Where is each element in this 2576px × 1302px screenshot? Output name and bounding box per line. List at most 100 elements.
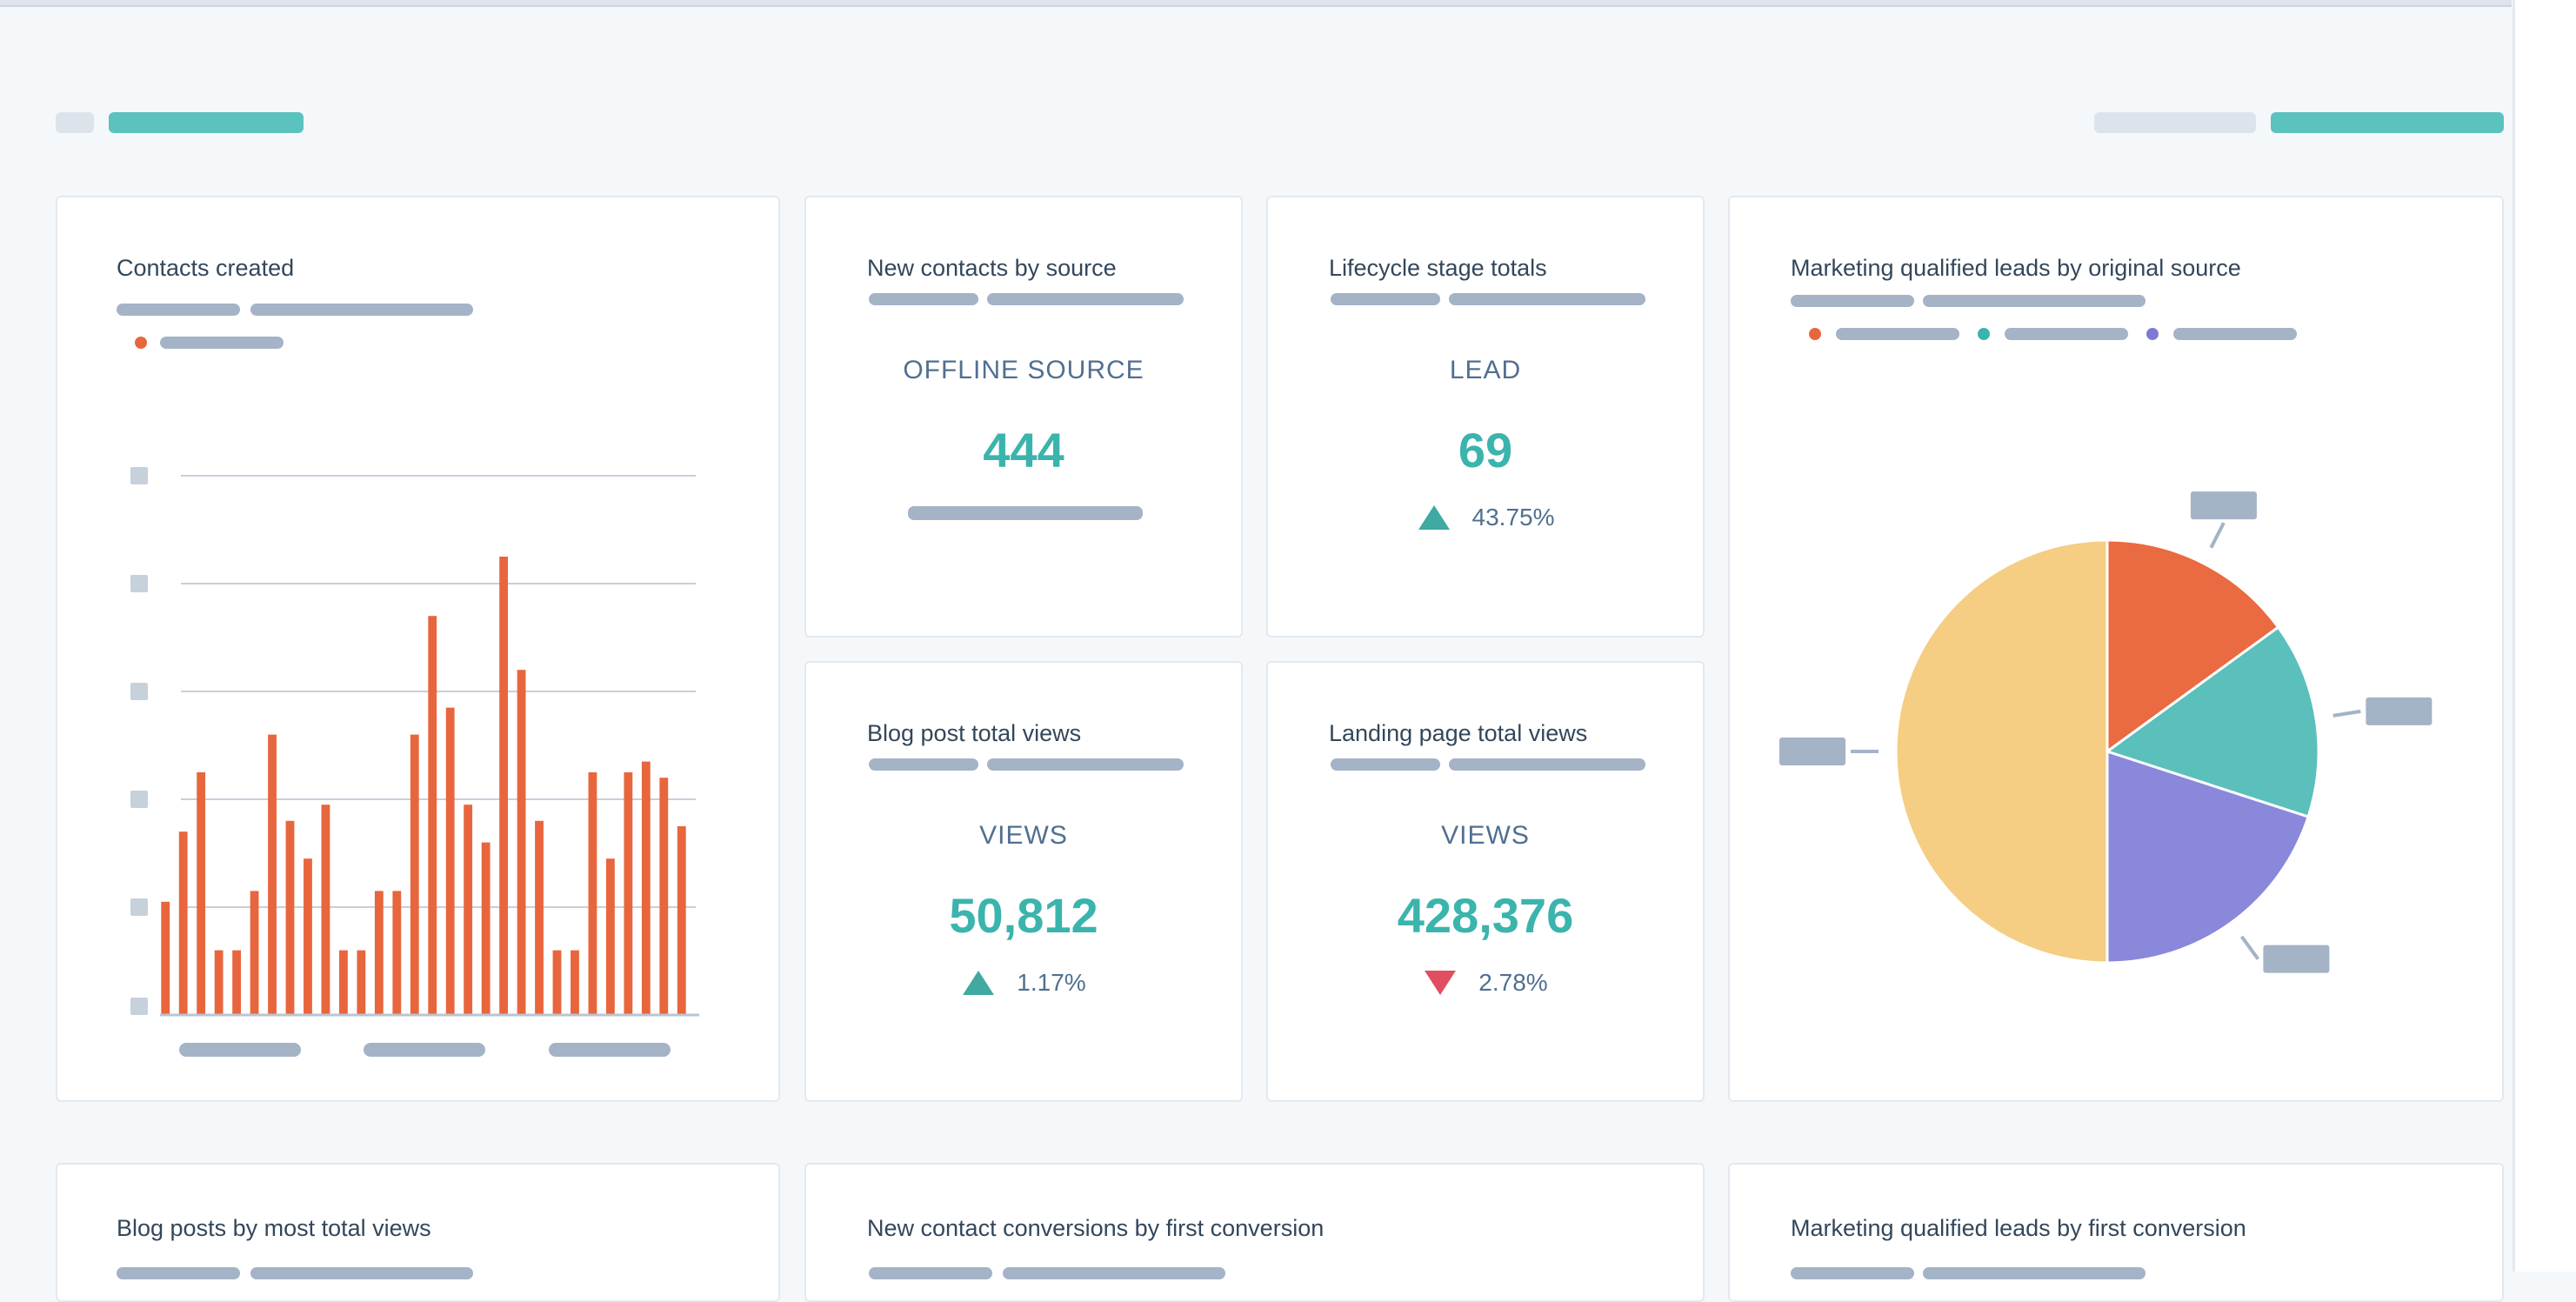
y-tick-placeholder xyxy=(130,467,148,484)
date-range-placeholder xyxy=(1791,1267,1914,1279)
legend-dot-orange xyxy=(1809,328,1821,340)
filter-placeholder xyxy=(1923,1267,2146,1279)
bar xyxy=(374,891,384,1015)
date-range-placeholder xyxy=(869,758,978,771)
change-percent: 1.17% xyxy=(1017,969,1086,996)
pie-slice xyxy=(1894,538,2109,965)
top-border xyxy=(0,0,2512,7)
kpi-change: 1.17% xyxy=(806,969,1241,997)
pie-label-placeholder xyxy=(2366,697,2433,725)
card-title: Marketing qualified leads by first conve… xyxy=(1791,1215,2246,1241)
bar xyxy=(338,950,348,1015)
change-percent: 43.75% xyxy=(1472,504,1555,531)
comparison-placeholder xyxy=(908,506,1143,520)
bar xyxy=(321,805,330,1015)
legend-label-placeholder xyxy=(2005,328,2128,340)
leader-line xyxy=(2239,935,2260,960)
kpi-label: VIEWS xyxy=(1441,821,1530,850)
kpi-change: 2.78% xyxy=(1268,969,1703,997)
x-tick-placeholder xyxy=(549,1043,671,1057)
card-new-contact-conversions[interactable]: New contact conversions by first convers… xyxy=(804,1163,1705,1302)
y-tick-placeholder xyxy=(130,998,148,1015)
x-tick-placeholder xyxy=(364,1043,485,1057)
date-range-placeholder xyxy=(869,293,978,305)
card-title: Lifecycle stage totals xyxy=(1329,255,1547,281)
bar xyxy=(499,557,509,1015)
y-tick-placeholder xyxy=(130,575,148,592)
card-title: Landing page total views xyxy=(1329,720,1588,746)
kpi-label: LEAD xyxy=(1449,356,1522,384)
bar xyxy=(624,772,633,1015)
kpi-value: 428,376 xyxy=(1397,888,1574,943)
bar xyxy=(588,772,597,1015)
card-title: New contacts by source xyxy=(867,255,1117,281)
bar xyxy=(232,950,242,1015)
change-percent: 2.78% xyxy=(1478,969,1548,996)
pie-slice xyxy=(2106,538,2280,754)
filter-placeholder xyxy=(1449,293,1645,305)
pie-slice xyxy=(2104,625,2320,818)
kpi-label: VIEWS xyxy=(979,821,1068,850)
card-contacts-created[interactable]: Contacts created xyxy=(56,196,780,1102)
bar xyxy=(464,805,473,1015)
kpi-value: 69 xyxy=(1458,423,1513,477)
card-landing-page-total-views[interactable]: Landing page total views VIEWS 428,376 2… xyxy=(1266,661,1705,1102)
bar xyxy=(659,778,669,1015)
card-mql-by-first-conversion[interactable]: Marketing qualified leads by first conve… xyxy=(1728,1163,2504,1302)
trend-up-icon xyxy=(963,971,995,995)
bar xyxy=(161,901,170,1015)
legend-dot-orange xyxy=(135,337,147,349)
leader-line xyxy=(2209,522,2226,549)
card-blog-posts-by-most-total-views[interactable]: Blog posts by most total views xyxy=(56,1163,780,1302)
card-lifecycle-stage-totals[interactable]: Lifecycle stage totals LEAD 69 43.75% xyxy=(1266,196,1705,638)
pie-label-placeholder xyxy=(2190,491,2257,520)
bar xyxy=(197,772,206,1015)
legend-dot-teal xyxy=(1978,328,1990,340)
bar xyxy=(641,761,651,1015)
card-blog-post-total-views[interactable]: Blog post total views VIEWS 50,812 1.17% xyxy=(804,661,1243,1102)
filter-placeholder xyxy=(1923,295,2146,307)
date-range-placeholder xyxy=(1331,758,1440,771)
card-new-contacts-by-source[interactable]: New contacts by source OFFLINE SOURCE 44… xyxy=(804,196,1243,638)
legend-dot-purple xyxy=(2146,328,2159,340)
secondary-action-button[interactable] xyxy=(2094,112,2256,133)
pie-label-placeholder xyxy=(2263,945,2330,973)
card-title: Contacts created xyxy=(117,255,295,281)
card-title: Marketing qualified leads by original so… xyxy=(1791,255,2241,281)
bar xyxy=(481,842,491,1015)
breadcrumb-placeholder xyxy=(56,112,94,133)
y-tick-placeholder xyxy=(130,898,148,916)
kpi-value: 444 xyxy=(983,423,1064,477)
legend-label-placeholder xyxy=(1836,328,1959,340)
legend-label-placeholder xyxy=(160,337,284,349)
bar xyxy=(605,858,615,1015)
bar xyxy=(445,707,455,1015)
bar xyxy=(178,831,188,1015)
contacts-bar-chart xyxy=(130,467,699,1057)
card-title: Blog post total views xyxy=(867,720,1082,746)
date-range-placeholder xyxy=(869,1267,992,1279)
bar xyxy=(285,820,295,1015)
filter-placeholder xyxy=(250,1267,473,1279)
bar xyxy=(410,734,419,1015)
bar xyxy=(428,616,437,1015)
filter-placeholder xyxy=(987,758,1184,771)
bar xyxy=(357,950,366,1015)
kpi-change: 43.75% xyxy=(1268,504,1703,531)
primary-action-button[interactable] xyxy=(2271,112,2504,133)
filter-placeholder xyxy=(250,304,473,316)
bar xyxy=(552,950,562,1015)
leader-line xyxy=(2332,709,2361,718)
bar xyxy=(268,734,277,1015)
right-scroll-edge xyxy=(2513,0,2576,1272)
kpi-label: OFFLINE SOURCE xyxy=(903,356,1145,384)
dashboard-title-placeholder[interactable] xyxy=(109,112,304,133)
filter-placeholder xyxy=(987,293,1184,305)
trend-down-icon xyxy=(1425,971,1457,995)
legend-label-placeholder xyxy=(2173,328,2297,340)
bar xyxy=(517,670,526,1015)
card-mql-by-original-source[interactable]: Marketing qualified leads by original so… xyxy=(1728,196,2504,1102)
date-range-placeholder xyxy=(1331,293,1440,305)
bar xyxy=(535,820,544,1015)
bar xyxy=(214,950,224,1015)
